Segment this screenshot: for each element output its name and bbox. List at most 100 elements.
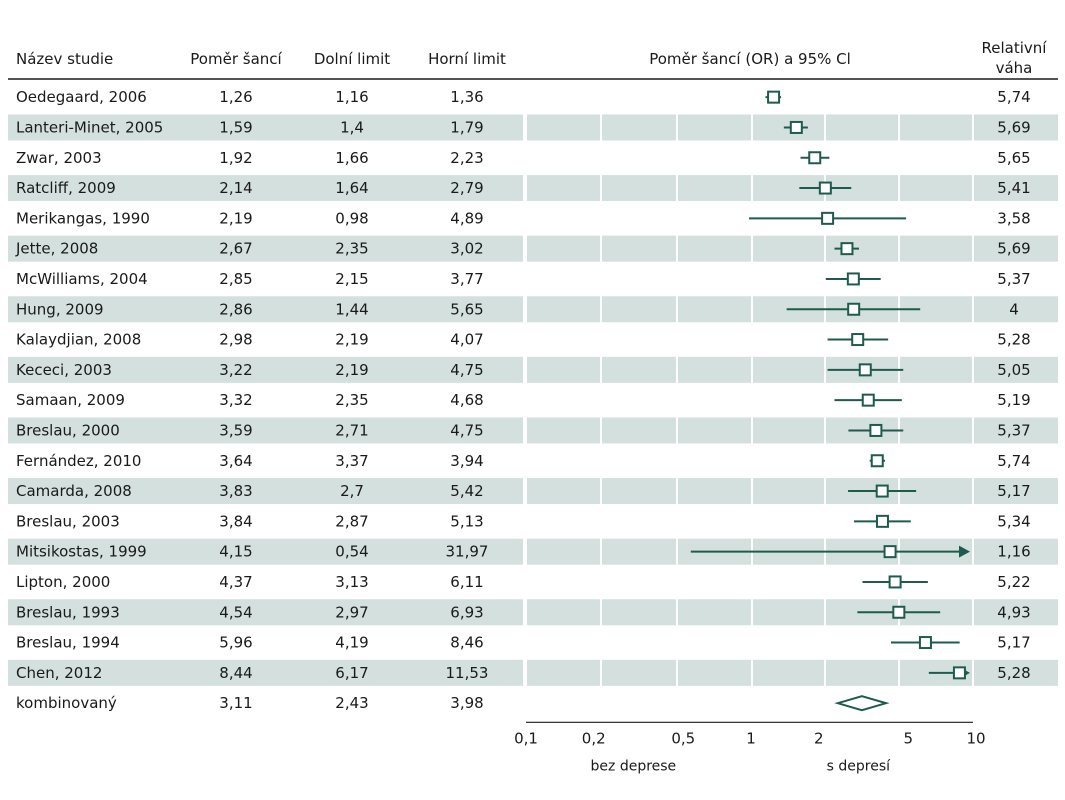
odds-ratio-marker [846, 272, 860, 286]
odds-ratio-marker [918, 636, 932, 650]
upper-limit-value: 3,77 [450, 270, 483, 288]
x-tick-label: 2 [814, 729, 824, 747]
lower-limit-value: 1,4 [340, 118, 364, 136]
row-stripe [8, 356, 181, 383]
row-stripe [753, 659, 824, 686]
study-name: Breslau, 2000 [16, 421, 120, 439]
study-name: Breslau, 1994 [16, 634, 120, 652]
relative-weight-value: 5,34 [997, 512, 1030, 530]
relative-weight-value: 5,41 [997, 179, 1030, 197]
row-stripe [974, 175, 1058, 202]
upper-limit-value: 11,53 [446, 664, 489, 682]
x-tick-label: 1 [746, 729, 756, 747]
relative-weight-value: 5,74 [997, 88, 1030, 106]
odds-ratio-marker [851, 333, 865, 347]
odds-ratio-marker [861, 393, 875, 407]
lower-limit-value: 3,13 [335, 573, 368, 591]
lower-limit-value: 2,19 [335, 331, 368, 349]
study-name: Zwar, 2003 [16, 149, 102, 167]
study-name: Mitsikostas, 1999 [16, 543, 147, 561]
upper-limit-value: 1,36 [450, 88, 483, 106]
row-stripe [678, 114, 751, 141]
odds-ratio-value: 2,85 [219, 270, 252, 288]
lower-limit-value: 1,44 [335, 300, 368, 318]
row-stripe [974, 538, 1058, 565]
relative-weight-value: 3,58 [997, 209, 1030, 227]
study-name: Chen, 2012 [16, 664, 102, 682]
odds-ratio-marker [847, 302, 861, 316]
lower-limit-value: 1,64 [335, 179, 368, 197]
lower-limit-value: 2,87 [335, 512, 368, 530]
header-plot-title: Poměr šancí (OR) a 95% Cl [649, 50, 851, 68]
combined-odds-ratio-value: 3,11 [219, 694, 252, 712]
study-name: Fernández, 2010 [16, 452, 141, 470]
odds-ratio-value: 2,86 [219, 300, 252, 318]
header-upper: Horní limit [428, 50, 506, 68]
row-stripe [8, 417, 181, 444]
row-stripe [527, 175, 600, 202]
row-stripe [900, 417, 972, 444]
relative-weight-value: 5,74 [997, 452, 1030, 470]
odds-ratio-value: 1,26 [219, 88, 252, 106]
row-stripe [602, 296, 676, 323]
row-stripe [678, 599, 751, 626]
upper-limit-value: 5,13 [450, 512, 483, 530]
odds-ratio-marker [875, 514, 889, 528]
odds-ratio-value: 4,37 [219, 573, 252, 591]
upper-limit-value: 4,68 [450, 391, 483, 409]
odds-ratio-value: 3,59 [219, 421, 252, 439]
row-stripe [753, 478, 824, 505]
combined-study-name: kombinovaný [16, 694, 117, 712]
lower-limit-value: 2,35 [335, 240, 368, 258]
study-name: Samaan, 2009 [16, 391, 125, 409]
odds-ratio-value: 2,19 [219, 209, 252, 227]
relative-weight-value: 5,37 [997, 270, 1030, 288]
odds-ratio-marker [858, 363, 872, 377]
odds-ratio-value: 3,64 [219, 452, 252, 470]
x-axis: 0,1 0,2 0,5 1 2 5 10 bez deprese s depresí [514, 721, 986, 774]
row-stripe [527, 296, 600, 323]
study-name: McWilliams, 2004 [16, 270, 148, 288]
row-stripe [678, 235, 751, 262]
upper-limit-value: 2,79 [450, 179, 483, 197]
row-stripe [602, 538, 676, 565]
relative-weight-value: 5,69 [997, 240, 1030, 258]
row-stripe [181, 659, 523, 686]
row-stripe [181, 356, 523, 383]
relative-weight-value: 5,28 [997, 331, 1030, 349]
combined-diamond [834, 695, 890, 712]
relative-weight-value: 4,93 [997, 603, 1030, 621]
row-stripe [602, 235, 676, 262]
header-weight-line2: váha [996, 59, 1033, 77]
direction-label-left: bez deprese [591, 758, 677, 774]
row-stripe [8, 599, 181, 626]
odds-ratio-marker [767, 90, 781, 104]
odds-ratio-marker [888, 575, 902, 589]
odds-ratio-marker [952, 666, 966, 680]
relative-weight-value: 4 [1009, 300, 1019, 318]
study-name: Kalaydjian, 2008 [16, 331, 141, 349]
row-stripes [8, 114, 1058, 686]
row-stripe [974, 417, 1058, 444]
upper-limit-value: 5,42 [450, 482, 483, 500]
row-stripe [678, 296, 751, 323]
row-stripe [974, 235, 1058, 262]
row-stripe [181, 478, 523, 505]
odds-ratio-marker [869, 423, 883, 437]
relative-weight-value: 1,16 [997, 543, 1030, 561]
relative-weight-value: 5,69 [997, 118, 1030, 136]
relative-weight-value: 5,17 [997, 634, 1030, 652]
row-stripe [974, 659, 1058, 686]
row-stripe [527, 538, 600, 565]
row-stripe [974, 114, 1058, 141]
odds-ratio-marker [789, 120, 803, 134]
x-tick-label: 10 [966, 729, 985, 747]
row-stripe [900, 175, 972, 202]
lower-limit-value: 2,15 [335, 270, 368, 288]
odds-ratio-value: 1,92 [219, 149, 252, 167]
study-name: Lipton, 2000 [16, 573, 110, 591]
row-stripe [8, 478, 181, 505]
odds-ratio-marker [818, 181, 832, 195]
row-stripe [974, 599, 1058, 626]
row-stripe [181, 417, 523, 444]
